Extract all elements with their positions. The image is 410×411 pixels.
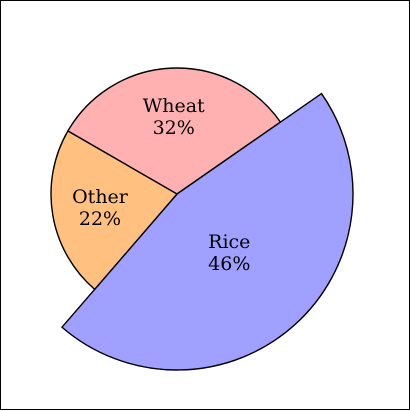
slice-value-rice: 46% [208,253,250,275]
pie-slice-other [50,130,179,291]
slice-label-wheat: Wheat [143,95,205,117]
slice-value-other: 22% [79,208,121,230]
pie-slice-wheat [66,67,282,195]
slice-label-other: Other [72,186,129,208]
slice-value-wheat: 32% [153,117,195,139]
pie-slices [50,67,354,371]
slice-label-rice: Rice [208,231,250,253]
pie-slice-rice [61,92,354,371]
